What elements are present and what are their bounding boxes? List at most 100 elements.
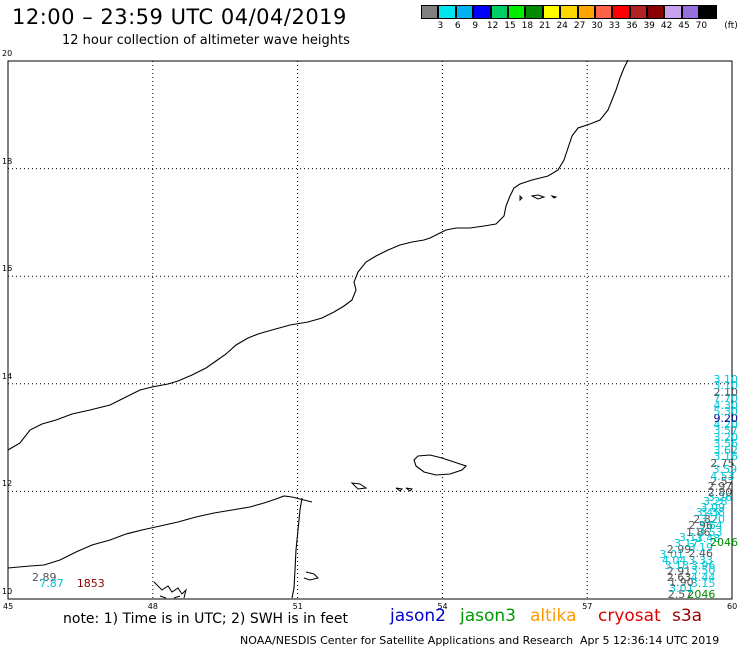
x-tick-label: 54: [437, 602, 448, 611]
wave-height-label: 2.57: [667, 588, 693, 601]
color-scale-label: 42: [660, 21, 673, 31]
color-scale-swatch: [681, 5, 700, 19]
color-scale-label: 3: [437, 21, 444, 31]
satellite-legend-item: altika: [530, 606, 577, 626]
color-scale-swatch: [421, 5, 439, 19]
wave-height-label: 1853: [76, 577, 105, 591]
color-scale-swatch: [542, 5, 561, 19]
satellite-legend-item: s3a: [672, 606, 703, 626]
islet-a: [350, 482, 368, 490]
wave-height-label: 3.56: [713, 437, 739, 451]
wave-height-label: 3.48: [695, 532, 721, 546]
wave-height-label: 2046: [687, 588, 716, 601]
y-tick-label: 12: [2, 479, 13, 489]
wave-height-label: 5.30: [713, 405, 739, 419]
x-tick-label: 60: [727, 602, 738, 611]
wave-height-label: 3.64: [698, 519, 723, 533]
color-scale-label: 70: [695, 21, 708, 31]
wave-height-label: 3.28: [702, 495, 728, 509]
wave-height-label: 3.20: [700, 512, 726, 526]
wave-height-label: 3.45: [695, 506, 721, 520]
color-scale-swatch: [594, 5, 613, 19]
wave-height-label: 3.33: [688, 553, 713, 567]
x-tick-label: 51: [292, 602, 303, 611]
color-scale-label: 18: [521, 21, 534, 31]
coastline-horn: [291, 497, 303, 599]
color-scale-label: 30: [591, 21, 603, 31]
wave-height-label: 3.20: [713, 430, 739, 444]
wave-height-label: 3.17: [673, 537, 699, 551]
color-scale-swatch: [507, 5, 526, 19]
wave-height-label: 2.96: [688, 519, 713, 533]
wave-height-label: 3.01: [659, 548, 685, 562]
satellite-legend-item: jason2: [390, 606, 446, 626]
wave-height-label: 7.87: [39, 577, 64, 591]
wave-height-label: 2.75: [710, 456, 735, 470]
wave-height-label: 2.80: [707, 485, 733, 499]
islet-horn-tip: [303, 571, 319, 581]
chart-title: 12:00 – 23:59 UTC 04/04/2019: [12, 5, 347, 29]
wave-height-label: 3.10: [713, 372, 739, 386]
wave-height-label: 3.09: [700, 500, 726, 514]
wave-height-label: 3.26: [707, 491, 733, 505]
y-tick-label: 10: [2, 587, 13, 596]
socotra-island: [413, 454, 468, 476]
color-scale-swatch: [612, 5, 630, 19]
color-scale-label: 9: [472, 21, 479, 31]
wave-height-label: 3.38: [700, 506, 726, 520]
color-scale-label: 27: [573, 21, 586, 31]
color-scale-label: 15: [504, 21, 516, 31]
wave-height-label: 7.70: [713, 392, 739, 406]
color-scale-swatch: [455, 5, 474, 19]
credit-text: NOAA/NESDIS Center for Satellite Applica…: [240, 634, 574, 647]
islet-c: [405, 487, 414, 492]
color-scale-swatch: [473, 5, 491, 19]
wave-height-label: 2.89: [32, 570, 57, 584]
color-scale-swatch: [560, 5, 578, 19]
wave-height-label: 9.20: [713, 411, 739, 425]
color-scale-label: 39: [643, 21, 655, 31]
coastline-somalia: [7, 495, 313, 569]
wave-height-label: 3.53: [698, 525, 723, 539]
credit-timestamp: Apr 5 12:36:14 UTC 2019: [580, 634, 720, 647]
wave-height-label: 1.90: [669, 576, 694, 590]
islet-e: [530, 194, 546, 200]
wave-height-label: 2046: [710, 536, 738, 550]
wave-height-label: 4.30: [713, 398, 739, 412]
wave-height-label: 2.57: [710, 475, 735, 489]
wave-height-label: 3.62: [713, 443, 739, 457]
color-scale-label: 12: [486, 21, 499, 31]
islet-b: [395, 487, 404, 492]
y-tick-label: 20: [2, 49, 13, 58]
wave-height-label: 4.20: [713, 417, 739, 431]
islet-cluster: [153, 581, 187, 599]
wave-height-label: 3.15: [690, 577, 716, 591]
wave-height-label: 2.63: [666, 570, 692, 584]
map-grid: [8, 61, 732, 599]
islet-d: [519, 194, 523, 202]
color-scale-swatch: [699, 5, 717, 19]
wave-height-label: 1.86: [686, 525, 711, 539]
wave-height-label: 3.57: [713, 424, 739, 438]
wave-height-label: 3.11: [678, 530, 704, 544]
color-scale-swatch: [577, 5, 595, 19]
wave-height-label: 4.44: [690, 570, 716, 584]
wave-height-label: 2.99: [666, 542, 692, 556]
x-tick-label: 45: [3, 602, 14, 611]
color-scale-swatch: [664, 5, 682, 19]
wave-height-label: 2.10: [713, 385, 739, 399]
color-scale-swatch: [647, 5, 665, 19]
chart-subtitle: 12 hour collection of altimeter wave hei…: [62, 33, 350, 48]
y-tick-label: 18: [2, 156, 13, 166]
color-scale-label: 6: [454, 21, 461, 31]
color-scale-label: 33: [608, 21, 621, 31]
wave-height-label: 3.19: [688, 540, 713, 554]
wave-height-label: 2.97: [707, 480, 733, 494]
color-scale-label: 36: [626, 21, 638, 31]
wave-height-label: 3.10: [713, 379, 739, 393]
wave-height-label: 3.01: [669, 581, 694, 595]
color-scale-labels: 3 6 9 12 15 18 21 24 27 30 33 36 39 42 45 70 (ft): [421, 21, 740, 33]
y-tick-label: 16: [2, 264, 13, 274]
satellite-legend-item: cryosat: [598, 606, 661, 626]
